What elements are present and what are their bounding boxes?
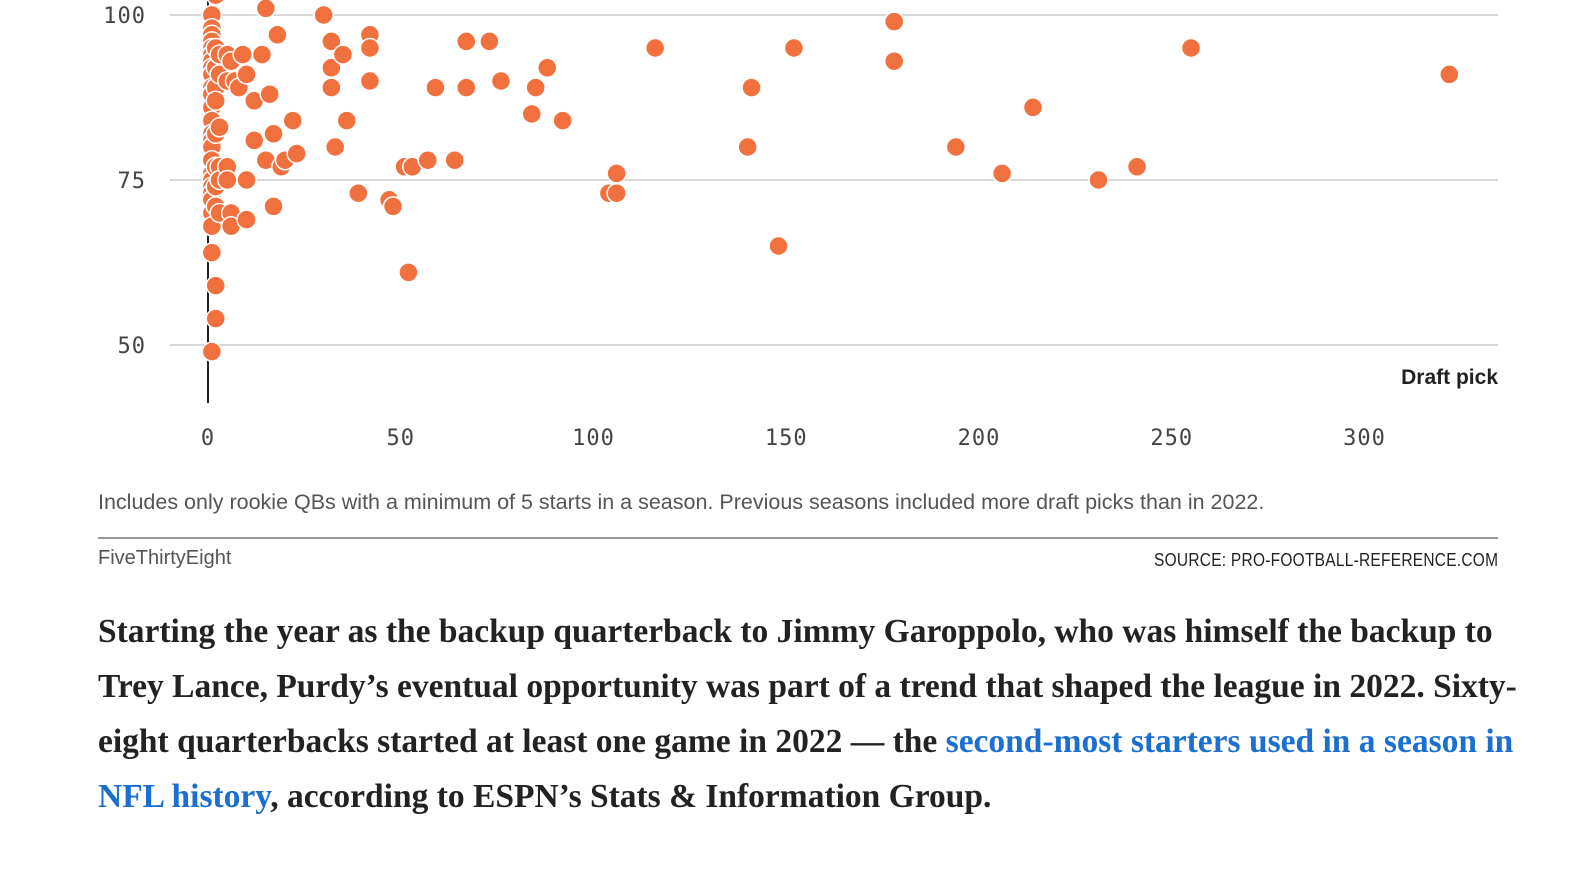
data-point <box>883 50 905 72</box>
data-point <box>382 196 404 217</box>
data-point <box>244 130 265 151</box>
data-point <box>359 70 381 92</box>
data-point <box>348 182 369 204</box>
x-tick-label-300: 300 <box>1343 426 1386 451</box>
data-point <box>263 123 284 145</box>
data-point <box>398 262 419 283</box>
y-tick-label-75: 75 <box>118 169 147 194</box>
x-axis-ticks: 0 50 100 150 200 250 300 <box>201 426 1386 451</box>
data-point <box>359 37 381 59</box>
data-point <box>321 77 342 98</box>
article-paragraph: Starting the year as the backup quarterb… <box>98 604 1518 824</box>
data-point <box>313 4 334 26</box>
data-point <box>1180 37 1202 59</box>
data-point <box>606 163 627 184</box>
data-point <box>521 103 543 125</box>
data-point <box>783 37 805 59</box>
data-point <box>259 83 280 105</box>
data-point <box>1022 97 1044 118</box>
data-point <box>205 308 226 329</box>
x-tick-label-0: 0 <box>201 426 215 451</box>
data-point <box>536 57 558 79</box>
data-point <box>236 169 257 191</box>
data-point <box>883 11 905 32</box>
data-point <box>768 235 789 257</box>
x-tick-label-150: 150 <box>765 426 808 451</box>
x-tick-label-200: 200 <box>958 426 1001 451</box>
footer-divider <box>98 537 1498 539</box>
data-points <box>201 0 1460 362</box>
data-point <box>456 31 477 52</box>
y-axis-ticks: 100 75 50 <box>103 4 147 359</box>
data-point <box>321 31 342 52</box>
data-point <box>945 136 967 158</box>
data-point <box>737 136 758 158</box>
data-point <box>201 341 223 362</box>
y-tick-label-100: 100 <box>103 4 146 29</box>
x-tick-label-50: 50 <box>387 426 416 451</box>
y-tick-label-50: 50 <box>118 334 147 359</box>
data-point <box>236 64 257 85</box>
data-point <box>321 57 342 79</box>
data-point <box>217 169 238 191</box>
data-point <box>282 110 304 131</box>
x-axis-title: Draft pick <box>1401 366 1498 389</box>
chart-note: Includes only rookie QBs with a minimum … <box>98 490 1265 514</box>
data-point <box>205 90 226 112</box>
data-point <box>263 196 284 217</box>
data-point <box>251 44 273 65</box>
data-point <box>479 31 500 52</box>
data-point <box>324 136 346 158</box>
scatter-chart: 100 75 50 0 50 100 150 200 250 300 Draft pick <box>103 0 1498 451</box>
data-point <box>456 77 477 98</box>
data-point <box>444 149 465 171</box>
data-point <box>201 242 223 263</box>
data-point <box>525 77 546 98</box>
data-point <box>425 77 446 98</box>
brand-credit: FiveThirtyEight <box>98 547 232 569</box>
data-point <box>1126 156 1148 178</box>
article-text-after: , according to ESPN’s Stats & Informatio… <box>270 778 992 815</box>
data-point <box>490 70 512 92</box>
data-point <box>232 44 253 65</box>
data-point <box>209 116 230 138</box>
article-text-before: Starting the year as the backup quarterb… <box>98 613 1517 760</box>
data-point <box>286 143 307 164</box>
data-point <box>205 275 226 296</box>
data-point <box>552 110 573 131</box>
gridlines <box>170 14 1498 346</box>
data-point <box>236 209 257 230</box>
data-point <box>417 149 438 171</box>
data-point <box>267 24 288 46</box>
data-point <box>336 110 358 131</box>
data-point <box>255 0 277 19</box>
data-point <box>741 77 762 98</box>
x-tick-label-100: 100 <box>572 426 615 451</box>
data-point <box>991 163 1013 184</box>
data-point <box>332 44 354 65</box>
data-point <box>1088 169 1109 191</box>
nfl-history-link[interactable]: second-most starters used in a season in… <box>98 723 1514 815</box>
data-point <box>606 182 627 204</box>
source-credit: SOURCE: PRO-FOOTBALL-REFERENCE.COM <box>1153 550 1498 570</box>
data-point <box>206 0 225 6</box>
data-point <box>644 37 666 59</box>
data-point <box>1439 64 1460 85</box>
x-tick-label-250: 250 <box>1150 426 1193 451</box>
